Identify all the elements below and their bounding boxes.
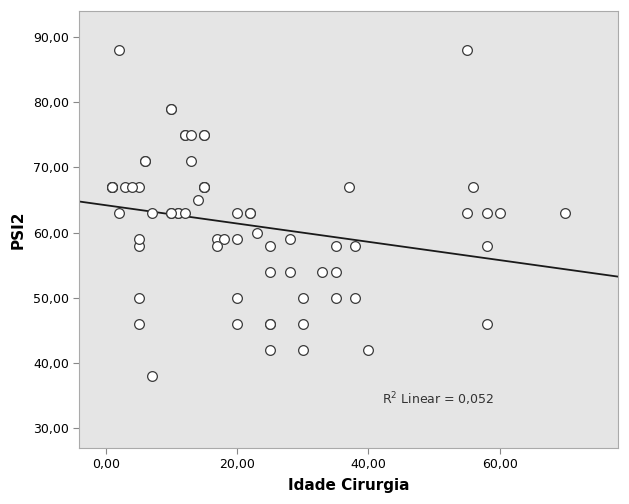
Point — [469, 183, 479, 191]
Point — [232, 209, 242, 217]
Point — [199, 183, 209, 191]
Point — [245, 209, 255, 217]
Point — [232, 235, 242, 243]
Point — [560, 209, 571, 217]
Point — [350, 241, 360, 249]
Point — [482, 320, 492, 328]
Point — [108, 183, 118, 191]
Point — [147, 372, 157, 380]
Point — [199, 183, 209, 191]
Point — [298, 346, 308, 354]
Point — [284, 235, 294, 243]
Point — [179, 131, 189, 139]
Point — [108, 183, 118, 191]
Point — [127, 183, 137, 191]
Point — [265, 241, 275, 249]
Point — [199, 131, 209, 139]
Point — [114, 46, 124, 54]
Point — [173, 209, 183, 217]
Point — [133, 241, 143, 249]
Point — [343, 183, 353, 191]
Point — [186, 131, 196, 139]
Point — [462, 209, 472, 217]
Point — [494, 209, 504, 217]
Point — [213, 235, 223, 243]
Point — [213, 241, 223, 249]
Point — [173, 209, 183, 217]
Point — [133, 294, 143, 302]
Point — [245, 209, 255, 217]
Point — [133, 235, 143, 243]
Point — [330, 294, 340, 302]
Point — [482, 209, 492, 217]
Point — [265, 346, 275, 354]
Point — [265, 320, 275, 328]
Point — [284, 268, 294, 276]
Point — [482, 241, 492, 249]
Point — [179, 131, 189, 139]
Point — [166, 105, 176, 113]
Point — [252, 228, 262, 236]
Point — [166, 105, 176, 113]
Point — [232, 320, 242, 328]
Point — [232, 294, 242, 302]
Point — [265, 268, 275, 276]
Point — [192, 196, 203, 204]
Point — [219, 235, 229, 243]
Text: R$^2$ Linear = 0,052: R$^2$ Linear = 0,052 — [382, 391, 494, 408]
Point — [330, 241, 340, 249]
Point — [120, 183, 130, 191]
Point — [114, 209, 124, 217]
Point — [108, 183, 118, 191]
Point — [166, 209, 176, 217]
Point — [318, 268, 328, 276]
Point — [298, 320, 308, 328]
Point — [140, 157, 150, 165]
Point — [140, 157, 150, 165]
Point — [199, 131, 209, 139]
X-axis label: Idade Cirurgia: Idade Cirurgia — [288, 478, 409, 493]
Point — [108, 183, 118, 191]
Point — [133, 320, 143, 328]
Point — [265, 320, 275, 328]
Point — [350, 294, 360, 302]
Point — [133, 183, 143, 191]
Point — [199, 183, 209, 191]
Point — [330, 268, 340, 276]
Y-axis label: PSI2: PSI2 — [11, 210, 26, 248]
Point — [147, 209, 157, 217]
Point — [166, 209, 176, 217]
Point — [298, 294, 308, 302]
Point — [462, 46, 472, 54]
Point — [186, 157, 196, 165]
Point — [364, 346, 374, 354]
Point — [179, 209, 189, 217]
